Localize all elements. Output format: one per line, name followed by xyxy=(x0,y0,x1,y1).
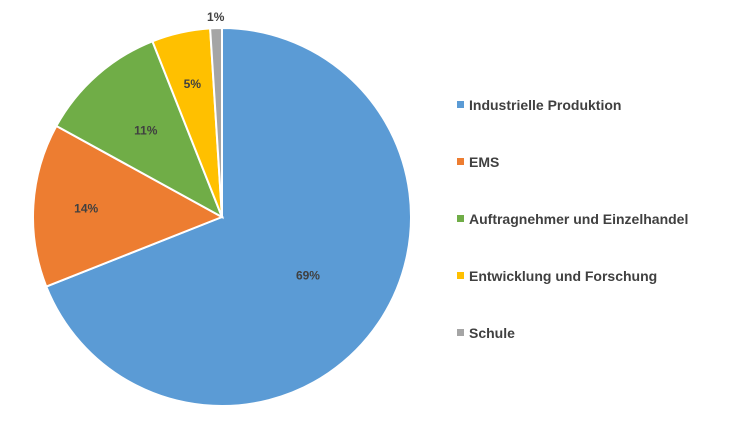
legend-label: Schule xyxy=(469,325,515,341)
slice-value-label: 5% xyxy=(184,77,202,91)
legend-swatch xyxy=(457,329,464,336)
legend: Industrielle Produktion EMS Auftragnehmer … xyxy=(457,97,688,341)
pie-slice-1 xyxy=(44,26,412,407)
legend-label: Industrielle Produktion xyxy=(469,97,621,113)
slice-value-label: 1% xyxy=(207,10,225,24)
pie-slice-3 xyxy=(55,39,224,220)
slice-labels: 69% 14% 11% 5% 1% xyxy=(74,10,320,283)
legend-swatch xyxy=(457,272,464,279)
legend-swatch xyxy=(457,158,464,165)
legend-swatch xyxy=(457,215,464,222)
pie-slices xyxy=(32,26,412,407)
slice-value-label: 69% xyxy=(296,268,320,282)
legend-swatch xyxy=(457,101,464,108)
legend-label: EMS xyxy=(469,154,499,170)
pie-slice-5 xyxy=(209,26,223,218)
slice-value-label: 14% xyxy=(74,201,98,215)
legend-label: Auftragnehmer und Einzelhandel xyxy=(469,211,688,227)
slice-value-label: 11% xyxy=(134,124,158,138)
pie-slice-2 xyxy=(32,124,225,288)
legend-label: Entwicklung und Forschung xyxy=(469,268,657,284)
